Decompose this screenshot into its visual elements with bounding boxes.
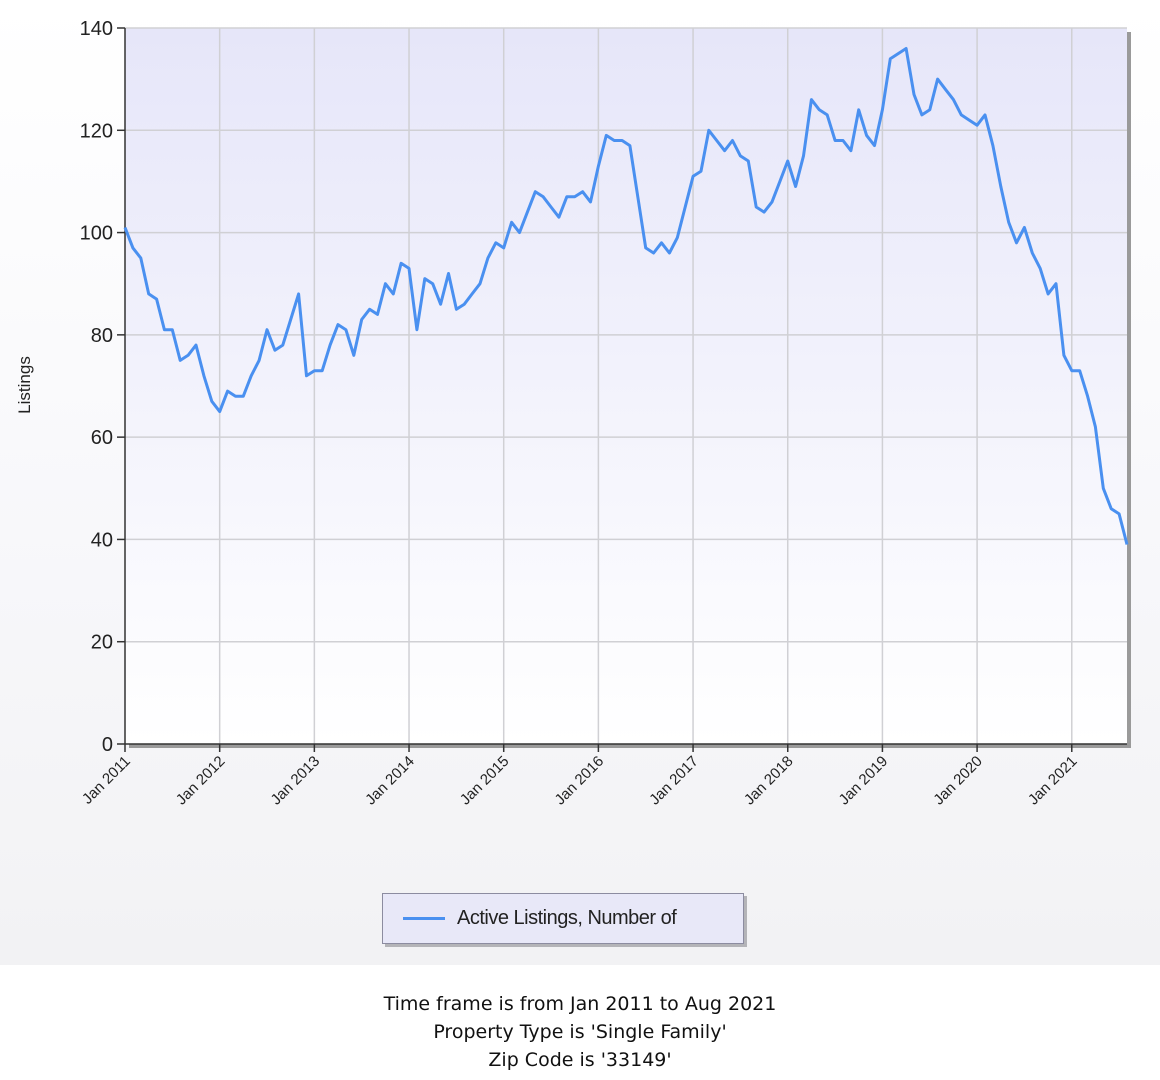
x-tick-label: Jan 2016 (552, 753, 608, 809)
footer-property-type: Property Type is 'Single Family' (433, 1021, 727, 1043)
y-tick-label: 140 (80, 18, 113, 40)
x-tick-label: Jan 2018 (741, 753, 797, 809)
x-tick-label: Jan 2011 (79, 753, 134, 808)
y-tick-label: 80 (91, 325, 113, 347)
y-tick-label: 20 (91, 632, 113, 654)
y-axis: 0 20 40 60 80 100 120 140 (80, 18, 126, 756)
x-tick-label: Jan 2019 (836, 753, 892, 809)
grid (125, 27, 1127, 744)
y-axis-title: Listings (15, 356, 34, 414)
x-tick-label: Jan 2014 (362, 753, 418, 809)
y-tick-label: 120 (80, 120, 113, 142)
y-tick-label: 0 (102, 734, 113, 756)
footer-timeframe: Time frame is from Jan 2011 to Aug 2021 (383, 993, 777, 1015)
y-tick-label: 100 (80, 223, 113, 245)
plot-area (125, 28, 1127, 744)
series-layer (123, 47, 1129, 545)
legend-swatch (403, 917, 445, 920)
y-tick-label: 40 (91, 529, 113, 551)
chart-footer: Time frame is from Jan 2011 to Aug 2021 … (0, 990, 1160, 1074)
legend: Active Listings, Number of (382, 893, 744, 944)
x-tick-label: Jan 2021 (1025, 753, 1081, 809)
footer-zip-code: Zip Code is '33149' (488, 1049, 672, 1071)
x-tick-label: Jan 2015 (457, 753, 513, 809)
x-tick-label: Jan 2013 (268, 753, 324, 809)
chart-area: 0 20 40 60 80 100 120 140 Jan 2011 Jan 2012 Jan 2… (0, 0, 1160, 965)
series-line (123, 47, 1129, 545)
x-tick-label: Jan 2017 (646, 753, 702, 809)
x-tick-label: Jan 2012 (173, 753, 229, 809)
x-tick-label: Jan 2020 (930, 753, 986, 809)
x-axis: Jan 2011 Jan 2012 Jan 2013 Jan 2014 Jan 2015… (79, 743, 1127, 809)
y-tick-label: 60 (91, 427, 113, 449)
legend-label: Active Listings, Number of (457, 907, 677, 929)
